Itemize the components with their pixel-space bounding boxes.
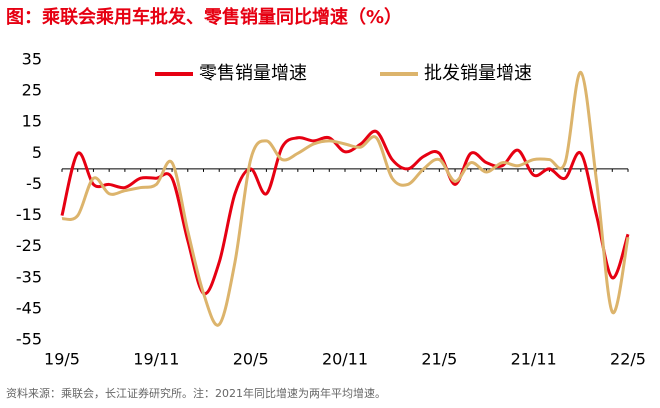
x-tick-label: 20/11: [322, 350, 368, 369]
series-line: [60, 129, 630, 296]
y-tick-label: -45: [16, 298, 42, 317]
source-note: 资料来源：乘联会，长江证券研究所。注：2021年同比增速为两年平均增速。: [6, 386, 386, 400]
legend-label: 零售销量增速: [199, 63, 307, 84]
y-tick-label: -25: [16, 236, 42, 255]
y-tick-label: 5: [32, 143, 42, 162]
y-tick-label: -35: [16, 267, 42, 286]
x-tick-label: 21/11: [511, 350, 557, 369]
series-line: [61, 70, 630, 327]
x-tick-label: 20/5: [233, 350, 269, 369]
x-tick-label: 22/5: [610, 350, 646, 369]
y-tick-label: 35: [22, 50, 42, 69]
chart-title: 图：乘联会乘用车批发、零售销量同比增速（%）: [6, 6, 402, 28]
y-tick-label: -5: [26, 174, 42, 193]
y-tick-label: 15: [22, 112, 42, 131]
y-tick-label: 25: [22, 81, 42, 100]
x-tick-label: 19/5: [44, 350, 80, 369]
y-tick-label: -15: [16, 205, 42, 224]
legend-label: 批发销量增速: [424, 63, 532, 84]
y-tick-label: -55: [16, 330, 42, 349]
x-tick-label: 21/5: [421, 350, 457, 369]
x-tick-label: 19/11: [133, 350, 179, 369]
